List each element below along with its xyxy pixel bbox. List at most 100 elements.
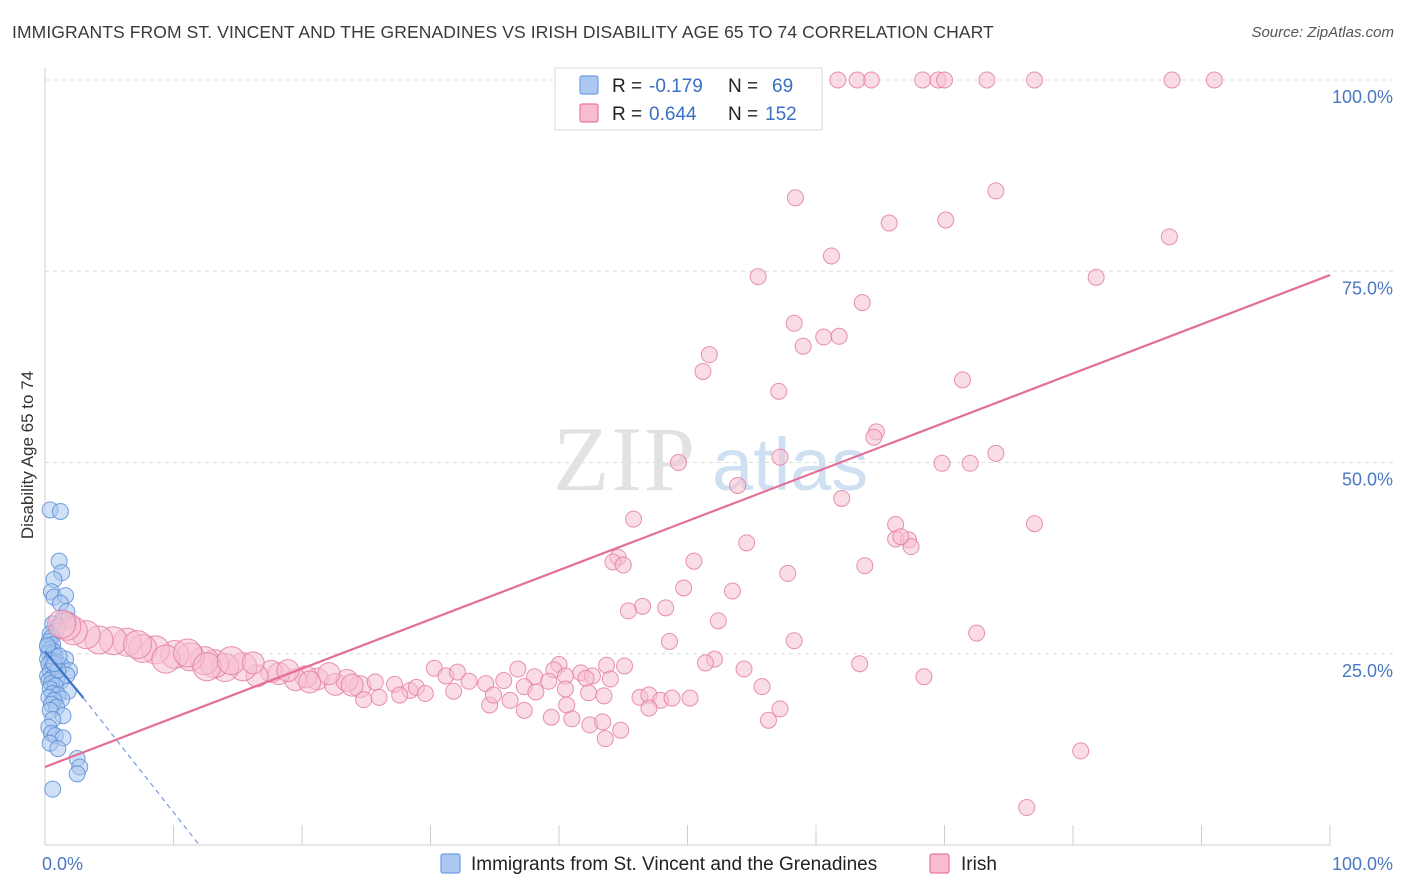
irish-point-69 — [601, 670, 619, 688]
irish-point-48 — [723, 582, 741, 600]
irish-point-21 — [830, 327, 848, 345]
y-axis-label: Disability Age 65 to 74 — [18, 371, 37, 539]
irish-point-18 — [853, 294, 871, 312]
irish-point-22 — [700, 346, 718, 364]
irish-point-147 — [484, 686, 502, 704]
irish-point-15 — [822, 247, 840, 265]
irish-point-73 — [448, 663, 466, 681]
irish-point-80 — [580, 684, 598, 702]
irish-point-38 — [902, 538, 920, 556]
irish-point-98 — [681, 689, 699, 707]
watermark: ZIP atlas — [553, 408, 868, 510]
irish-point-95 — [640, 699, 658, 717]
irish-point-104 — [355, 691, 373, 709]
series-irish-points — [47, 71, 1223, 817]
immigrants-trend-extension — [83, 697, 200, 846]
stats-n-label-irish: N = — [728, 104, 758, 125]
irish-point-88 — [515, 701, 533, 719]
irish-point-51 — [619, 602, 637, 620]
irish-point-148 — [416, 685, 434, 703]
chart-source: Source: ZipAtlas.com — [1251, 24, 1394, 41]
irish-point-41 — [685, 552, 703, 570]
x-tick-label-1: 100.0% — [1332, 854, 1393, 874]
irish-point-9 — [848, 71, 866, 89]
immigrants-point-64 — [44, 780, 62, 798]
irish-point-17 — [1087, 268, 1105, 286]
irish-point-105 — [391, 686, 409, 704]
irish-point-24 — [953, 371, 971, 389]
stats-r-value-irish: 0.644 — [649, 104, 697, 125]
irish-point-34 — [625, 510, 643, 528]
y-tick-label-0: 25.0% — [1342, 661, 1393, 681]
irish-point-139 — [123, 630, 153, 660]
irish-point-142 — [794, 337, 812, 355]
irish-point-49 — [634, 597, 652, 615]
irish-point-29 — [933, 454, 951, 472]
irish-point-6 — [1025, 71, 1043, 89]
irish-point-70 — [915, 668, 933, 686]
irish-point-11 — [786, 189, 804, 207]
irish-point-133 — [216, 646, 246, 676]
irish-point-65 — [735, 660, 753, 678]
irish-point-39 — [1025, 515, 1043, 533]
irish-point-14 — [1160, 228, 1178, 246]
irish-point-0 — [829, 71, 847, 89]
irish-point-16 — [749, 268, 767, 286]
irish-point-149 — [445, 682, 463, 700]
irish-point-28 — [670, 454, 688, 471]
irish-point-87 — [501, 691, 519, 709]
irish-point-10 — [987, 182, 1005, 200]
irish-point-8 — [1205, 71, 1223, 89]
irish-point-132 — [192, 652, 222, 682]
irish-point-31 — [987, 444, 1005, 462]
stats-legend-box — [554, 67, 823, 131]
irish-point-97 — [759, 711, 777, 729]
irish-point-151 — [785, 632, 803, 650]
irish-point-7 — [1163, 71, 1181, 89]
irish-point-27 — [771, 448, 789, 466]
irish-point-140 — [892, 528, 910, 546]
irish-point-143 — [1018, 799, 1036, 817]
gridlines — [45, 79, 1395, 655]
irish-point-44 — [614, 556, 632, 574]
irish-point-129 — [47, 609, 77, 639]
irish-point-46 — [779, 564, 797, 582]
irish-point-23 — [694, 362, 712, 380]
immigrants-point-67 — [50, 647, 68, 665]
irish-point-134 — [241, 651, 265, 675]
irish-point-30 — [961, 454, 979, 472]
irish-point-145 — [696, 654, 714, 672]
irish-point-4 — [936, 71, 953, 89]
irish-point-40 — [738, 534, 756, 552]
irish-point-33 — [833, 489, 851, 507]
stats-r-label-immigrants: R = — [612, 76, 642, 97]
irish-point-60 — [509, 660, 527, 678]
stats-r-label-irish: R = — [612, 104, 642, 125]
irish-point-13 — [937, 211, 955, 229]
irish-point-20 — [815, 328, 833, 346]
irish-point-93 — [612, 721, 630, 739]
y-tick-label-1: 50.0% — [1342, 470, 1393, 490]
irish-point-25 — [770, 382, 788, 400]
y-tick-label-3: 100.0% — [1332, 87, 1393, 107]
series-legend: Immigrants from St. Vincent and the Gren… — [440, 853, 997, 875]
irish-point-47 — [675, 579, 693, 597]
legend-label-irish: Irish — [961, 854, 997, 875]
irish-point-2 — [914, 71, 932, 89]
irish-point-79 — [556, 680, 574, 698]
irish-point-67 — [540, 672, 558, 690]
immigrants-point-68 — [39, 636, 57, 654]
trend-lines — [44, 274, 1331, 846]
irish-point-89 — [542, 708, 560, 726]
irish-point-146 — [558, 696, 576, 714]
irish-point-59 — [851, 655, 869, 673]
legend-label-immigrants: Immigrants from St. Vincent and the Gren… — [471, 854, 877, 875]
irish-point-103 — [370, 688, 388, 706]
irish-point-96 — [771, 700, 789, 718]
stats-n-value-irish: 152 — [765, 104, 797, 125]
stats-swatch-irish — [579, 103, 599, 123]
irish-point-1 — [862, 71, 880, 89]
irish-point-74 — [460, 672, 478, 690]
irish-point-76 — [495, 672, 513, 690]
immigrants-trend-line — [44, 650, 85, 699]
